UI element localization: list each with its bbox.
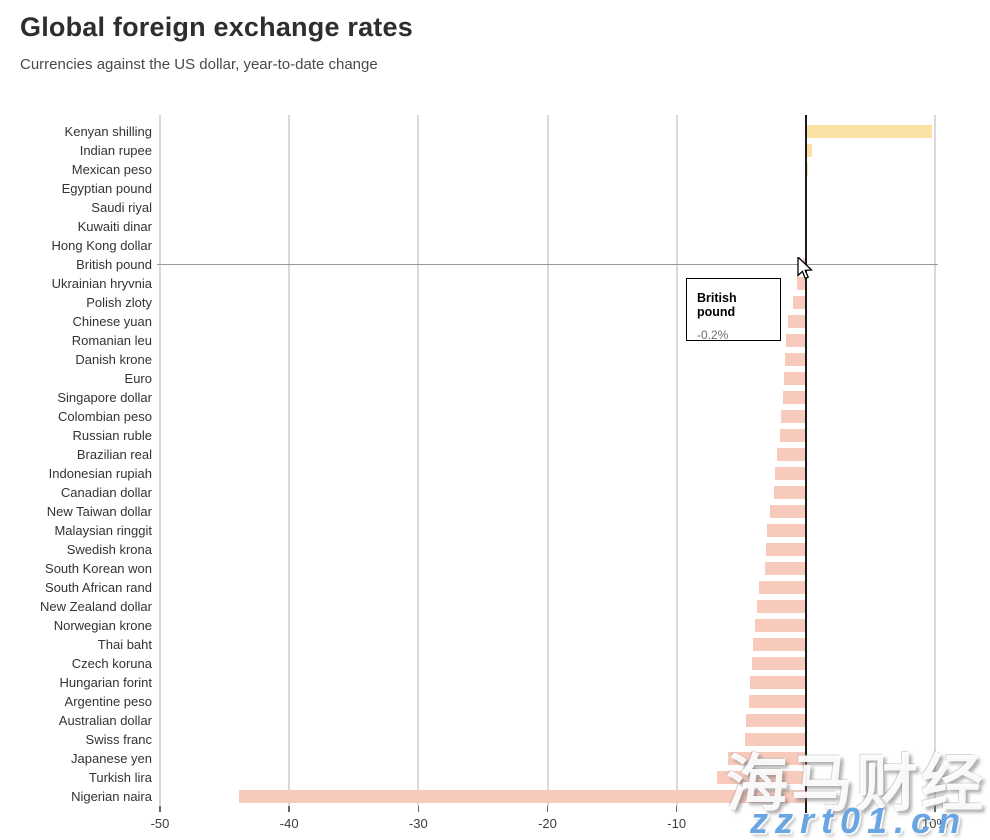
y-axis-label: New Zealand dollar	[39, 599, 152, 614]
gridline	[159, 115, 161, 806]
y-axis-label: Malaysian ringgit	[54, 523, 152, 538]
bar[interactable]	[777, 448, 806, 461]
y-axis-label: Mexican peso	[71, 162, 152, 177]
y-axis-label: Polish zloty	[86, 295, 152, 310]
gridline	[417, 115, 420, 806]
x-axis-tick	[288, 806, 290, 812]
bar[interactable]	[782, 391, 806, 404]
y-axis-label: British pound	[76, 257, 152, 272]
y-axis-label: Ukrainian hryvnia	[51, 276, 152, 291]
watermark-cjk-text: 海马财经	[726, 750, 987, 819]
y-axis-label: Swiss franc	[85, 732, 152, 747]
bar[interactable]	[769, 505, 806, 518]
bar[interactable]	[805, 144, 813, 157]
hover-row-indicator-line	[157, 263, 938, 266]
bar[interactable]	[786, 334, 806, 347]
y-axis-label: Swedish krona	[66, 542, 152, 557]
bar[interactable]	[805, 163, 809, 176]
zero-axis-line	[804, 115, 808, 813]
tooltip-value: -0.2%	[697, 328, 729, 342]
bar[interactable]	[783, 372, 806, 385]
y-axis-label: Egyptian pound	[61, 181, 152, 196]
bar[interactable]	[750, 676, 806, 689]
y-axis-label: Kuwaiti dinar	[77, 219, 152, 234]
y-axis-label: Danish krone	[75, 352, 152, 367]
bar[interactable]	[767, 524, 806, 537]
x-axis-tick-label: 10%	[921, 816, 949, 831]
bar[interactable]	[756, 600, 806, 613]
y-axis-label: Turkish lira	[88, 770, 152, 785]
bar[interactable]	[781, 410, 806, 423]
x-axis-tick	[159, 806, 161, 812]
x-axis-tick-label: -10	[667, 816, 687, 831]
y-axis-label: New Taiwan dollar	[46, 504, 152, 519]
y-axis-label: Argentine peso	[64, 694, 152, 709]
bar[interactable]	[746, 714, 806, 727]
bar[interactable]	[751, 657, 806, 670]
bar[interactable]	[764, 562, 806, 575]
x-axis-tick-label: 0	[802, 816, 810, 831]
x-axis-tick	[417, 806, 420, 812]
bar[interactable]	[728, 752, 806, 765]
x-axis-tick-label: -40	[279, 816, 299, 831]
y-axis-label: Hong Kong dollar	[51, 238, 152, 253]
bar[interactable]	[745, 733, 806, 746]
gridline	[288, 115, 291, 806]
gridline	[934, 115, 936, 806]
tooltip: British pound -0.2%	[686, 278, 781, 342]
y-axis-label: Indian rupee	[79, 143, 152, 158]
y-axis-label: Romanian leu	[71, 333, 152, 348]
bar[interactable]	[716, 771, 806, 784]
y-axis-label: Brazilian real	[76, 447, 152, 462]
y-axis-label: Singapore dollar	[57, 390, 152, 405]
y-axis-label: Russian ruble	[72, 428, 153, 443]
gridline	[675, 115, 678, 806]
x-axis-tick	[675, 806, 678, 812]
page-title: Global foreign exchange rates	[20, 12, 413, 42]
y-axis-label: Kenyan shilling	[64, 124, 152, 139]
y-axis-label: Nigerian naira	[71, 789, 152, 804]
bar[interactable]	[780, 429, 806, 442]
bar[interactable]	[787, 315, 806, 328]
y-axis-label: Saudi riyal	[91, 200, 152, 215]
y-axis-label: Japanese yen	[71, 751, 152, 766]
y-axis-label: Colombian peso	[58, 409, 152, 424]
y-axis-label: Czech koruna	[71, 656, 152, 671]
bar[interactable]	[749, 695, 806, 708]
bar[interactable]	[755, 619, 806, 632]
y-axis-label: South African rand	[45, 580, 152, 595]
x-axis-tick	[546, 806, 549, 812]
y-axis-label: Norwegian krone	[53, 618, 152, 633]
bar[interactable]	[805, 125, 933, 138]
bar[interactable]	[785, 353, 806, 366]
page-subtitle: Currencies against the US dollar, year-t…	[20, 56, 378, 73]
watermark-url-text: zzrt01.cn	[750, 800, 968, 840]
x-axis-tick-label: -30	[408, 816, 428, 831]
bar[interactable]	[796, 277, 806, 290]
y-axis-label: South Korean won	[45, 561, 152, 576]
bar[interactable]	[238, 790, 806, 803]
y-axis-label: Hungarian forint	[59, 675, 153, 690]
y-axis-label: Thai baht	[97, 637, 152, 652]
y-axis-label: Australian dollar	[58, 713, 152, 728]
bar[interactable]	[792, 296, 806, 309]
x-axis-tick	[934, 806, 936, 812]
mouse-cursor-icon	[797, 255, 814, 286]
bar[interactable]	[759, 581, 806, 594]
y-axis-label: Canadian dollar	[60, 485, 152, 500]
bar[interactable]	[765, 543, 806, 556]
y-axis-label: Indonesian rupiah	[48, 466, 152, 481]
x-axis-tick-label: -20	[538, 816, 557, 831]
bar[interactable]	[752, 638, 806, 651]
tooltip-title: British pound	[697, 291, 737, 319]
bar[interactable]	[774, 467, 806, 480]
y-axis-label: Chinese yuan	[72, 314, 153, 329]
x-axis-tick-label: -50	[150, 816, 170, 831]
y-axis-label: Euro	[124, 371, 152, 386]
gridline	[546, 115, 549, 806]
bar[interactable]	[773, 486, 806, 499]
